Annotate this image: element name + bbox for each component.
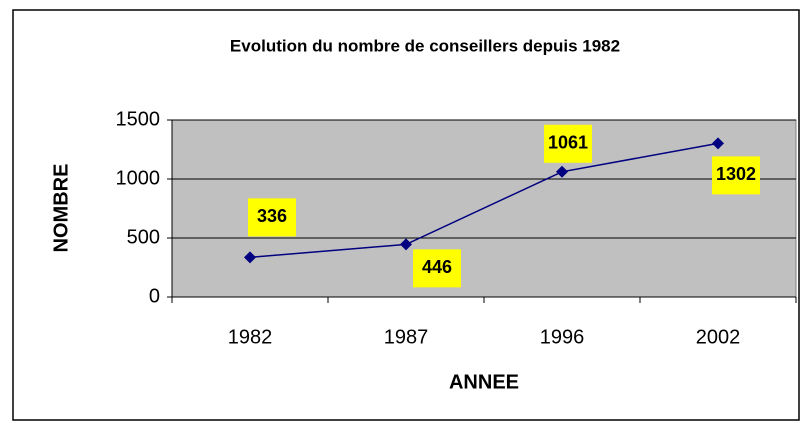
y-axis-label: NOMBRE	[50, 164, 72, 253]
data-label: 1061	[548, 133, 588, 153]
data-label-box	[544, 124, 592, 163]
y-tick-label: 1500	[116, 108, 161, 130]
data-label-box	[712, 156, 760, 195]
y-tick-label: 0	[149, 285, 160, 307]
x-tick-label: 1982	[228, 326, 273, 348]
x-axis-label: ANNEE	[449, 371, 519, 393]
data-label-box	[413, 249, 461, 288]
x-tick-label: 1987	[384, 326, 429, 348]
data-label: 336	[257, 206, 287, 226]
y-tick-label: 1000	[116, 167, 161, 189]
line-series	[249, 142, 719, 259]
point-marker	[400, 238, 412, 251]
x-tick-label: 1996	[540, 326, 585, 348]
data-label-box	[248, 198, 296, 237]
point-marker	[244, 251, 256, 264]
data-label: 446	[422, 257, 452, 277]
y-tick-label: 500	[127, 226, 160, 248]
data-label: 1302	[716, 164, 756, 184]
chart-title: Evolution du nombre de conseillers depui…	[230, 36, 620, 55]
x-tick-label: 2002	[696, 326, 741, 348]
point-marker	[712, 137, 724, 150]
point-marker	[556, 165, 568, 178]
